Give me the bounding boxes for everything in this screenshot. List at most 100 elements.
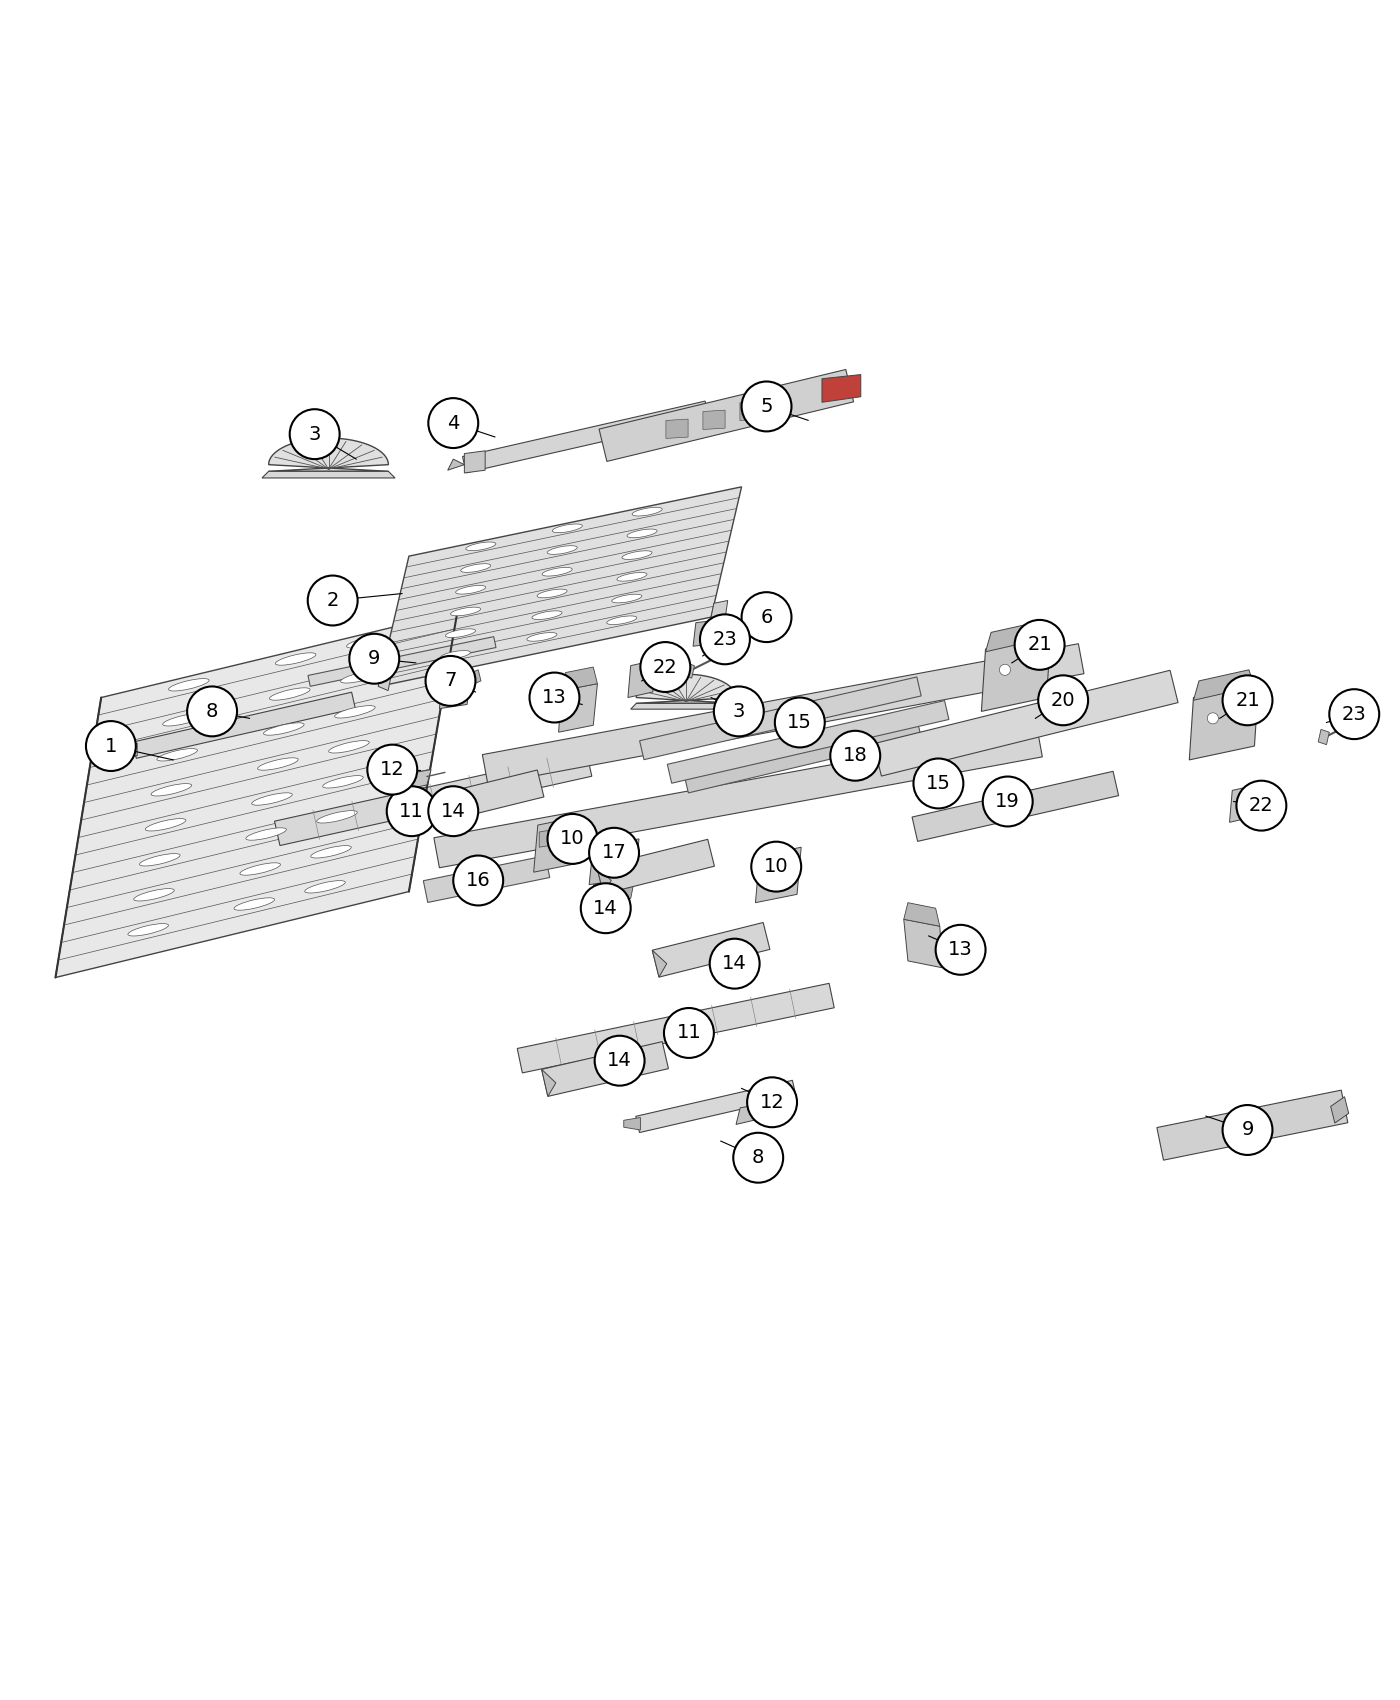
Text: 15: 15 (787, 712, 812, 733)
Circle shape (547, 814, 598, 864)
Text: 10: 10 (560, 830, 585, 848)
Polygon shape (594, 877, 634, 899)
Ellipse shape (127, 923, 168, 937)
Ellipse shape (542, 568, 573, 576)
Circle shape (386, 785, 437, 836)
Circle shape (581, 884, 630, 933)
Ellipse shape (146, 819, 186, 831)
Circle shape (742, 381, 791, 432)
Polygon shape (1319, 729, 1329, 745)
Polygon shape (599, 369, 854, 461)
Polygon shape (589, 838, 638, 884)
Ellipse shape (451, 607, 480, 615)
Circle shape (1025, 658, 1036, 668)
Polygon shape (542, 1042, 668, 1096)
Ellipse shape (532, 610, 561, 619)
Ellipse shape (547, 546, 577, 554)
Circle shape (664, 1008, 714, 1057)
Ellipse shape (335, 706, 375, 717)
Polygon shape (666, 420, 687, 439)
Ellipse shape (258, 758, 298, 770)
Text: 21: 21 (1028, 636, 1051, 654)
Text: 14: 14 (722, 954, 748, 972)
Polygon shape (762, 860, 777, 877)
Polygon shape (741, 401, 762, 420)
Polygon shape (423, 855, 550, 903)
Ellipse shape (552, 524, 582, 532)
Text: 2: 2 (326, 592, 339, 610)
Polygon shape (778, 853, 795, 870)
Polygon shape (683, 719, 921, 792)
Ellipse shape (466, 542, 496, 551)
Circle shape (85, 721, 136, 772)
Polygon shape (703, 410, 725, 430)
Text: 6: 6 (760, 607, 773, 627)
Ellipse shape (461, 564, 491, 573)
Circle shape (350, 634, 399, 683)
Polygon shape (262, 471, 395, 478)
Text: 8: 8 (206, 702, 218, 721)
Ellipse shape (305, 881, 346, 892)
Ellipse shape (617, 573, 647, 581)
Text: 10: 10 (764, 857, 788, 876)
Circle shape (1015, 620, 1064, 670)
Polygon shape (274, 751, 592, 845)
Ellipse shape (441, 651, 470, 660)
Text: 13: 13 (542, 688, 567, 707)
Ellipse shape (538, 590, 567, 598)
Ellipse shape (526, 632, 557, 641)
Polygon shape (1330, 1096, 1348, 1124)
Text: 16: 16 (466, 870, 490, 891)
Ellipse shape (168, 678, 209, 690)
Polygon shape (904, 920, 942, 967)
Polygon shape (440, 678, 470, 709)
Ellipse shape (316, 811, 357, 823)
Polygon shape (403, 770, 431, 790)
Circle shape (748, 1078, 797, 1127)
Polygon shape (557, 823, 574, 840)
Text: 13: 13 (948, 940, 973, 959)
Polygon shape (904, 903, 939, 927)
Circle shape (428, 785, 479, 836)
Polygon shape (1193, 670, 1254, 700)
Circle shape (595, 1035, 644, 1086)
Polygon shape (378, 486, 742, 687)
Circle shape (983, 777, 1033, 826)
Polygon shape (736, 1103, 764, 1124)
Polygon shape (533, 816, 580, 872)
Ellipse shape (162, 714, 203, 726)
Text: 15: 15 (925, 774, 951, 792)
Ellipse shape (276, 653, 316, 665)
Text: 5: 5 (760, 396, 773, 416)
Circle shape (935, 925, 986, 974)
Text: 22: 22 (652, 658, 678, 677)
Circle shape (710, 938, 760, 989)
Circle shape (1000, 665, 1011, 675)
Polygon shape (269, 439, 388, 471)
Ellipse shape (234, 898, 274, 910)
Circle shape (913, 758, 963, 809)
Polygon shape (462, 401, 708, 473)
Text: 8: 8 (752, 1148, 764, 1168)
Ellipse shape (140, 853, 181, 865)
Text: 11: 11 (676, 1023, 701, 1042)
Polygon shape (120, 743, 137, 756)
Text: 9: 9 (1242, 1120, 1254, 1139)
Circle shape (1222, 675, 1273, 726)
Polygon shape (559, 683, 598, 733)
Ellipse shape (606, 615, 637, 624)
Ellipse shape (263, 722, 304, 734)
Ellipse shape (252, 792, 293, 806)
Ellipse shape (151, 784, 192, 796)
Polygon shape (683, 663, 694, 678)
Text: 14: 14 (594, 899, 619, 918)
Polygon shape (1189, 683, 1259, 760)
Text: 9: 9 (368, 649, 381, 668)
Ellipse shape (269, 688, 309, 700)
Text: 18: 18 (843, 746, 868, 765)
Circle shape (700, 614, 750, 665)
Text: 19: 19 (995, 792, 1021, 811)
Ellipse shape (311, 845, 351, 858)
Polygon shape (629, 660, 655, 697)
Ellipse shape (612, 595, 641, 604)
